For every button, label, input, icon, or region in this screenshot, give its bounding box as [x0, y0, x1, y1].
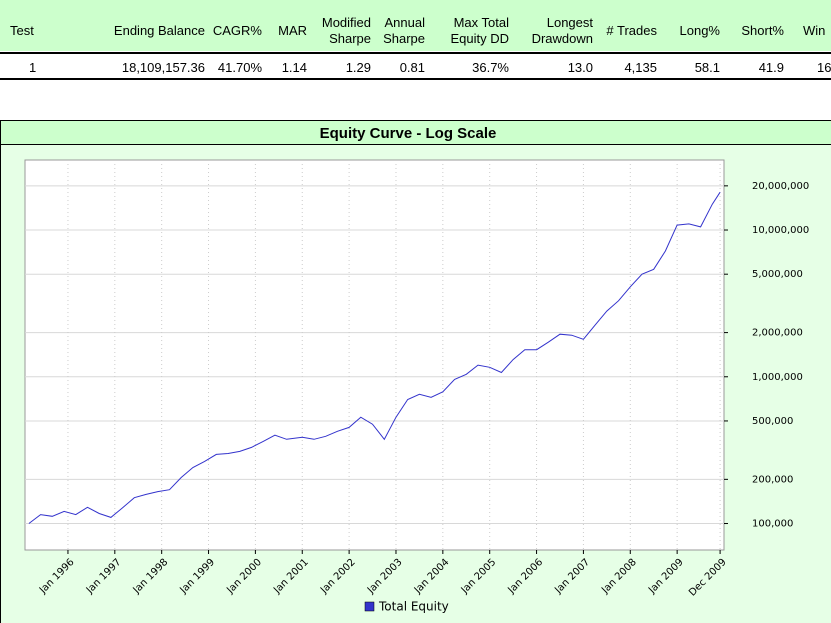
table-cell: 58.1 [694, 60, 720, 75]
table-cell: 1.14 [281, 60, 307, 75]
table-header [0, 0, 831, 51]
column-header: Annual [384, 15, 425, 30]
y-tick-label: 2,000,000 [752, 328, 803, 339]
table-cell: 36.7% [472, 60, 509, 75]
table-cell: 18,109,157.36 [121, 60, 205, 75]
legend-label: Total Equity [378, 600, 449, 614]
plot-area [24, 159, 725, 551]
y-tick-label: 200,000 [752, 474, 793, 485]
rule [0, 78, 831, 80]
column-header: Drawdown [531, 31, 593, 46]
table-cell: 4,135 [624, 60, 657, 75]
table-cell: 0.81 [399, 60, 425, 75]
column-header: Test [10, 23, 34, 38]
y-tick-label: 20,000,000 [752, 181, 809, 192]
column-header: Sharpe [383, 31, 425, 46]
table-cell: 41.9 [758, 60, 784, 75]
column-header: Equity DD [450, 31, 509, 46]
rule [0, 52, 831, 54]
y-tick-label: 5,000,000 [752, 269, 803, 280]
chart: Equity Curve - Log Scale 100,000 200,000 5… [0, 120, 831, 623]
table-cell: 1 [29, 60, 37, 75]
column-header: Sharpe [329, 31, 371, 46]
y-tick-label: 1,000,000 [752, 372, 803, 383]
legend-swatch [364, 601, 375, 612]
equity-line [28, 191, 721, 524]
y-tick-label: 100,000 [752, 519, 793, 530]
table-cell: 1.29 [345, 60, 371, 75]
column-header: Win [803, 23, 826, 38]
chart-title: Equity Curve - Log Scale [320, 125, 497, 142]
column-header: Longest [546, 15, 593, 30]
column-header: Long% [679, 23, 720, 38]
table-cell: 16 [817, 60, 831, 75]
table-cell: 41.70% [217, 60, 262, 75]
column-header: Ending Balance [113, 23, 205, 38]
y-tick-label: 10,000,000 [752, 225, 809, 236]
column-header: Modified [321, 15, 371, 30]
column-header: Max Total [453, 15, 509, 30]
title-band [0, 120, 831, 145]
column-header: MAR [278, 23, 307, 38]
column-header: Short% [741, 23, 784, 38]
table-cell: 13.0 [567, 60, 593, 75]
y-tick-label: 500,000 [752, 416, 793, 427]
column-header: # Trades [606, 23, 657, 38]
column-header: CAGR% [212, 23, 262, 38]
